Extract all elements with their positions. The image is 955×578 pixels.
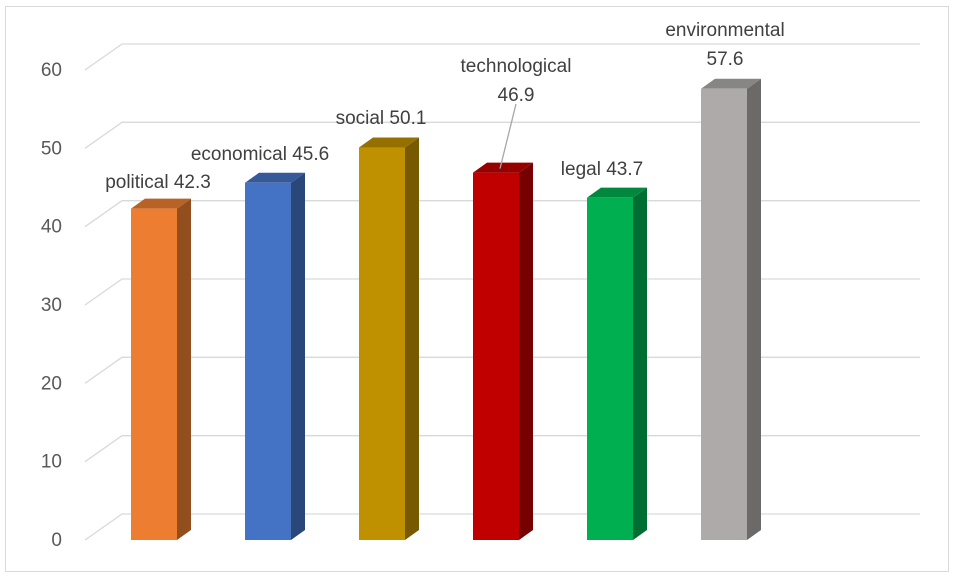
data-label: economical 45.6 <box>191 144 329 165</box>
bar-side <box>633 187 647 540</box>
bar-technological <box>473 162 533 540</box>
data-labels: political 42.3 economical 45.6 social 50.1… <box>105 20 784 193</box>
data-label: political 42.3 <box>105 172 211 193</box>
bars <box>131 78 761 541</box>
y-tick-label: 50 <box>41 138 62 159</box>
bar-front <box>359 147 405 541</box>
y-tick-label: 20 <box>41 373 62 394</box>
data-label: 46.9 <box>498 85 535 106</box>
bar-side <box>519 162 533 540</box>
bar-top <box>473 162 533 173</box>
gridline <box>84 200 920 228</box>
bar-legal <box>587 187 647 540</box>
bar-social <box>359 137 419 541</box>
y-tick-label: 0 <box>51 530 62 551</box>
y-tick-label: 60 <box>41 60 62 81</box>
data-label: social 50.1 <box>336 108 427 129</box>
data-label: 57.6 <box>707 49 744 70</box>
y-tick-label: 40 <box>41 217 62 238</box>
gridline <box>84 435 920 463</box>
y-tick-label: 10 <box>41 452 62 473</box>
bar-side <box>291 172 305 541</box>
bar-front <box>131 208 177 540</box>
gridline <box>84 121 920 149</box>
bar-side <box>177 198 191 540</box>
bar-front <box>587 197 633 540</box>
gridline <box>84 356 920 384</box>
data-label: technological <box>461 56 572 77</box>
gridlines <box>84 43 920 541</box>
bar-front <box>473 172 519 540</box>
bar-front <box>701 88 747 541</box>
bar-top <box>245 172 305 183</box>
data-label: legal 43.7 <box>561 159 643 180</box>
bar-top <box>701 78 761 89</box>
leader-line <box>499 103 517 169</box>
bar-economical <box>245 172 305 541</box>
bar-front <box>245 182 291 541</box>
bar-top <box>131 198 191 209</box>
gridline <box>84 278 920 306</box>
data-label: environmental <box>665 20 784 41</box>
bar-environmental <box>701 78 761 541</box>
gridline <box>84 513 920 541</box>
bar-side <box>405 137 419 541</box>
bar-side <box>747 78 761 541</box>
bar-top <box>587 187 647 198</box>
y-axis: 0 10 20 30 40 50 60 <box>41 60 62 551</box>
bar-top <box>359 137 419 148</box>
bar-political <box>131 198 191 540</box>
gridline <box>84 43 920 71</box>
y-tick-label: 30 <box>41 295 62 316</box>
